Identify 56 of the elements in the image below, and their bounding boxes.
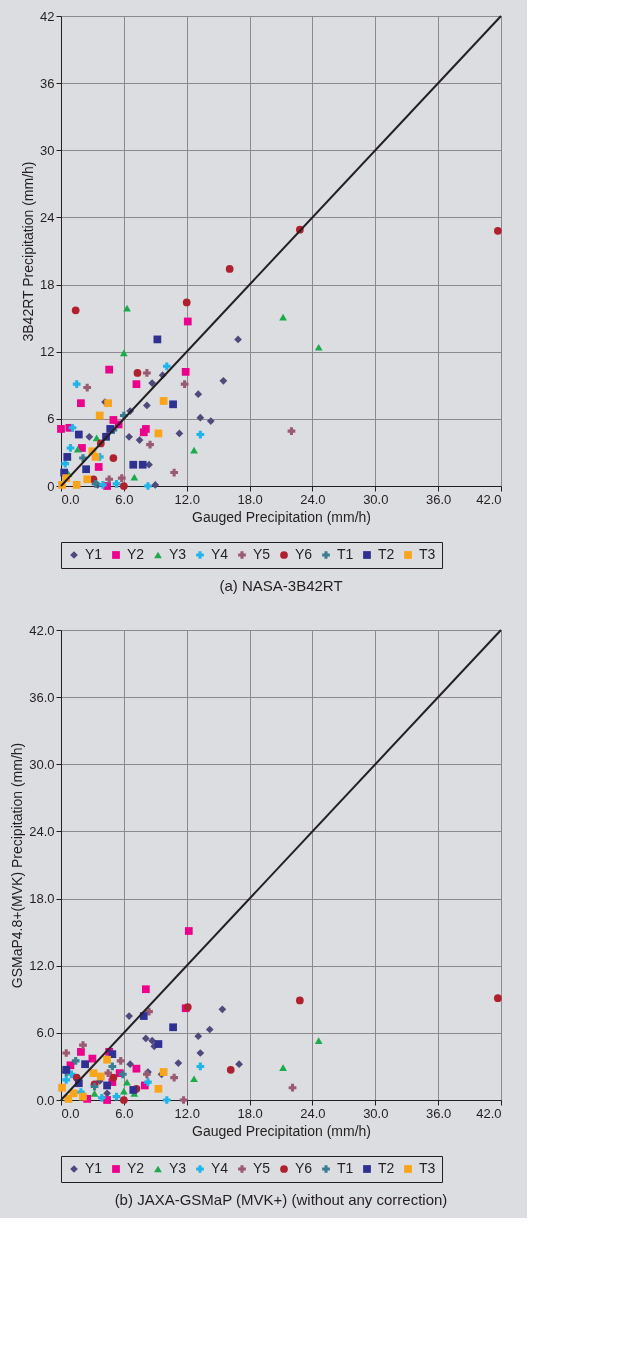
legend-label: Y6 (295, 1160, 313, 1176)
y-tick-label: 6 (47, 411, 55, 427)
x-tick-label: 18.0 (237, 1105, 263, 1121)
x-tick-label: 42.0 (476, 491, 502, 507)
legend-label: Y4 (211, 1160, 229, 1176)
legend-label: T3 (419, 1160, 436, 1176)
x-tick-label: 6.0 (115, 1105, 134, 1121)
legend-label: Y2 (127, 1160, 145, 1176)
x-tick-label: 24.0 (300, 1105, 326, 1121)
y-tick-label: 0.0 (36, 1092, 55, 1108)
y-tick-label: 0 (47, 478, 55, 494)
legend-label: Y1 (85, 546, 103, 562)
x-axis-title: Gauged Precipitation (mm/h) (192, 1122, 371, 1139)
legend-label: Y5 (253, 546, 271, 562)
x-tick-label: 30.0 (363, 1105, 389, 1121)
y-tick-label: 18 (40, 277, 55, 293)
y-tick-label: 42.0 (29, 622, 55, 638)
legend-label: T1 (337, 546, 354, 562)
legend-label: Y5 (253, 1160, 271, 1176)
legend-label: T3 (419, 546, 436, 562)
y-tick-label: 24 (40, 209, 55, 225)
x-tick-label: 36.0 (425, 491, 452, 507)
x-tick-label: 30.0 (363, 491, 389, 507)
y-tick-label: 30 (40, 142, 55, 158)
legend-label: Y1 (85, 1160, 103, 1176)
x-tick-label: 0.0 (61, 1105, 80, 1121)
y-tick-label: 30.0 (29, 756, 55, 772)
x-tick-label: 6.0 (115, 491, 134, 507)
x-tick-label: 42.0 (476, 1105, 502, 1121)
y-tick-label: 12 (40, 344, 55, 360)
y-axis-title: GSMaP4.8+(MVK) Precipitation (mm/h) (9, 742, 26, 989)
y-tick-label: 36 (40, 75, 55, 91)
y-tick-label: 36.0 (29, 689, 55, 705)
x-tick-label: 0.0 (61, 491, 80, 507)
y-axis-title: 3B42RT Precipitation (mm/h) (20, 161, 37, 342)
y-tick-label: 42 (40, 8, 55, 24)
legend-label: T1 (337, 1160, 354, 1176)
legend-label: Y3 (169, 546, 187, 562)
x-tick-label: 18.0 (237, 491, 263, 507)
legend-label: Y4 (211, 546, 229, 562)
x-axis-title: Gauged Precipitation (mm/h) (192, 508, 371, 525)
x-tick-label: 24.0 (300, 491, 326, 507)
legend-label: Y6 (295, 546, 313, 562)
x-tick-label: 12.0 (174, 1105, 200, 1121)
legend-label: Y2 (127, 546, 145, 562)
legend-label: T2 (378, 546, 395, 562)
text: (a) NASA-3B42RT (219, 576, 343, 594)
y-tick-label: 18.0 (29, 891, 55, 907)
x-tick-label: 12.0 (174, 491, 200, 507)
legend-label: T2 (378, 1160, 395, 1176)
text: (b) JAXA-GSMaP (MVK+) (without any correction) (114, 1190, 448, 1208)
legend-label: Y3 (169, 1160, 187, 1176)
x-tick-label: 36.0 (425, 1105, 452, 1121)
y-tick-label: 6.0 (36, 1025, 55, 1041)
y-tick-label: 24.0 (29, 823, 55, 839)
y-tick-label: 12.0 (29, 958, 55, 974)
